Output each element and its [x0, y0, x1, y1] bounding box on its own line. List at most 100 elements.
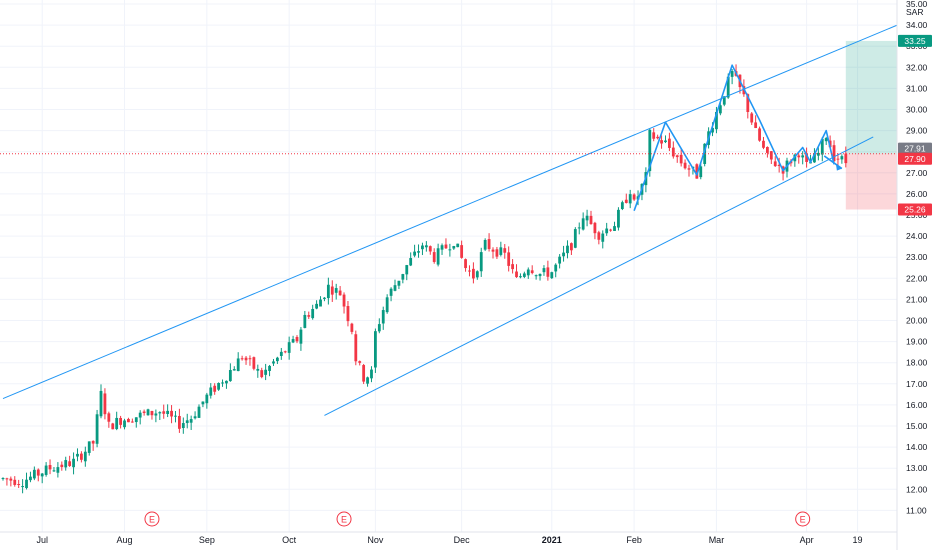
candle-body — [323, 297, 326, 299]
wave-pattern-drawing[interactable] — [633, 64, 843, 212]
candle-body — [570, 243, 573, 251]
candle-body — [726, 76, 730, 98]
price-axis-tick-label: 24.00 — [906, 231, 928, 241]
candle-body — [566, 245, 569, 254]
candle-body — [503, 248, 507, 253]
candle-body — [746, 94, 750, 113]
candle-body — [413, 251, 416, 256]
candle-body — [146, 409, 150, 416]
candle-body — [554, 264, 558, 272]
candle-body — [546, 267, 550, 277]
candle-body — [601, 233, 605, 242]
candle-body — [844, 153, 848, 164]
price-axis-tick-label: 34.00 — [906, 20, 928, 30]
price-axis-tick-label: 29.00 — [906, 126, 928, 136]
price-axis-tick-label: 19.00 — [906, 337, 928, 347]
time-axis-tick-label: 2021 — [542, 535, 562, 545]
candle-body — [620, 202, 624, 210]
candle-body — [687, 168, 691, 170]
earnings-marker-label: E — [149, 515, 155, 525]
candle-body — [248, 358, 252, 360]
candle-body — [107, 413, 111, 422]
candle-body — [801, 155, 805, 158]
candle-body — [730, 71, 734, 77]
candle-body — [142, 411, 146, 413]
candle-body — [366, 377, 369, 384]
currency-label: SAR — [906, 7, 923, 17]
price-axis-background — [897, 0, 932, 550]
candle-body — [1, 478, 5, 480]
earnings-marker — [336, 511, 352, 527]
candle-body — [699, 166, 703, 178]
candle-body — [483, 239, 487, 250]
pattern-polyline — [633, 64, 835, 212]
position-target-zone — [845, 40, 897, 154]
long-position-tool[interactable] — [845, 40, 897, 210]
candle-body — [350, 323, 354, 332]
candle-body — [397, 280, 401, 286]
price-axis-tick-label: 20.00 — [906, 316, 928, 326]
candle-body — [232, 369, 236, 371]
candle-body — [123, 420, 126, 428]
candle-body — [605, 228, 609, 234]
candle-body — [479, 252, 483, 272]
price-axis-tick-label: 14.00 — [906, 442, 928, 452]
candle-body — [703, 143, 707, 164]
candle-body — [354, 334, 358, 362]
time-axis-tick-label: Oct — [282, 535, 297, 545]
candle-body — [103, 393, 107, 415]
candle-body — [499, 247, 503, 255]
candle-body — [76, 453, 79, 457]
candle-body — [256, 368, 260, 371]
candle-body — [754, 122, 758, 129]
candle-body — [762, 140, 765, 148]
candle-body — [236, 358, 240, 372]
parallel-channel[interactable] — [2, 18, 913, 416]
candle-body — [91, 440, 95, 444]
price-axis[interactable]: 11.00 12.00 13.00 14.00 15.00 16.00 17.00 18.00… — [896, 0, 932, 550]
price-axis-tick-label: 18.00 — [906, 358, 928, 368]
candle-body — [487, 239, 491, 250]
candle-body — [240, 358, 244, 360]
candle-body — [154, 413, 158, 416]
candle-body — [440, 245, 444, 250]
candle-body — [585, 215, 589, 221]
candle-body — [330, 286, 334, 295]
candle-body — [820, 138, 824, 155]
candle-body — [83, 451, 87, 462]
candle-body — [32, 469, 36, 479]
candle-body — [766, 147, 769, 153]
candle-body — [29, 476, 32, 481]
price-tag-box — [898, 34, 932, 47]
candle-body — [456, 243, 460, 248]
price-axis-tick-label: 26.00 — [906, 189, 928, 199]
candle-body — [393, 285, 397, 291]
grid-lines — [0, 0, 897, 532]
time-axis-tick-label: Jul — [36, 535, 48, 545]
time-axis[interactable]: Jul Aug Sep Oct Nov Dec 2021 Feb Mar Apr 19 — [0, 531, 932, 545]
time-axis-tick-label: Mar — [709, 535, 725, 545]
price-axis-tick-label: 15.00 — [906, 421, 928, 431]
candle-body — [138, 412, 142, 418]
candle-body — [80, 453, 83, 460]
candle-body — [130, 421, 134, 423]
candle-body — [718, 105, 722, 114]
candle-body — [48, 465, 52, 470]
candle-body — [797, 155, 801, 158]
candle-body — [550, 272, 554, 279]
candle-body — [448, 249, 452, 251]
earnings-marker — [144, 511, 160, 527]
candle-body — [660, 140, 663, 144]
candle-body — [401, 274, 405, 280]
candle-body — [5, 478, 9, 480]
candle-body — [115, 417, 119, 430]
candle-body — [358, 361, 362, 363]
candle-body — [150, 410, 154, 416]
price-axis-tick-label: 21.00 — [906, 294, 928, 304]
candle-body — [244, 357, 248, 361]
candle-body — [715, 111, 718, 130]
candle-body — [221, 382, 224, 384]
candle-body — [405, 265, 409, 275]
